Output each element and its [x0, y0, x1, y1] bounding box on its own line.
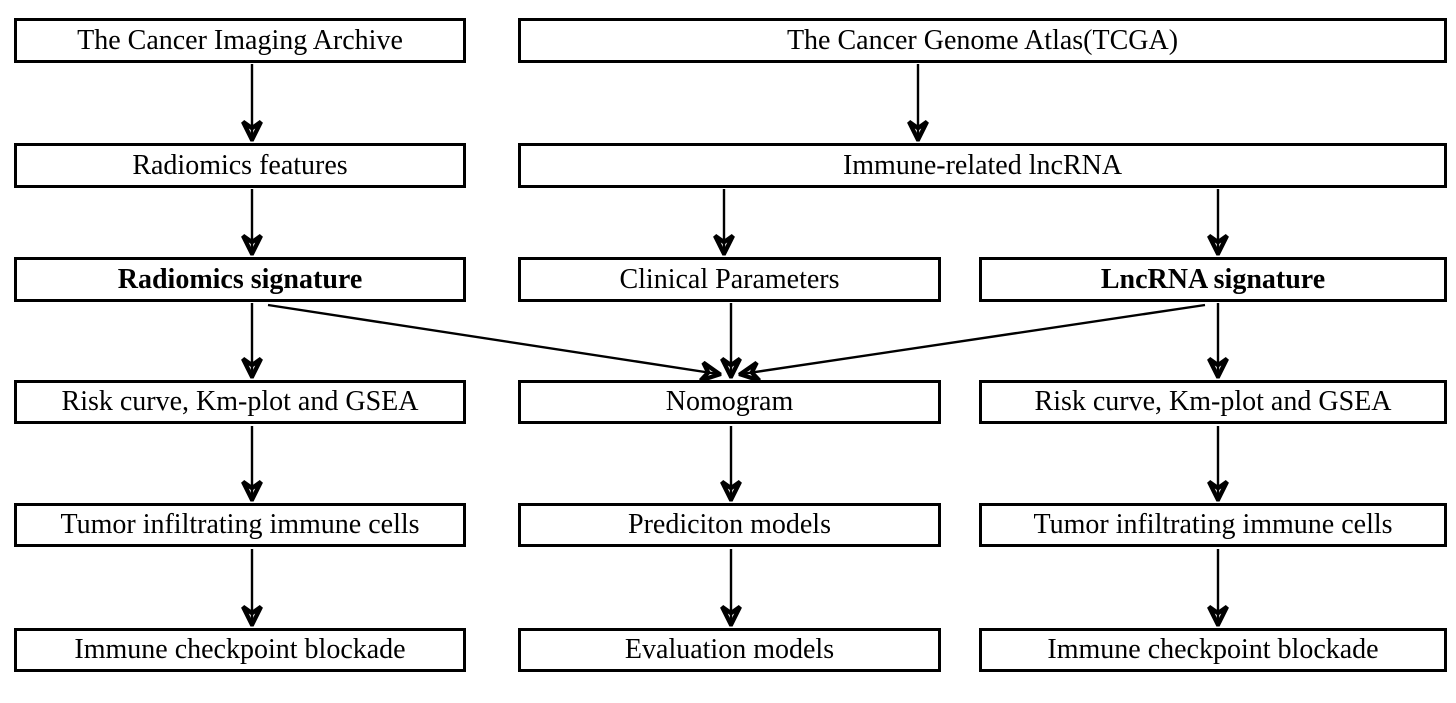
- box-risk-curve-left: Risk curve, Km-plot and GSEA: [14, 380, 466, 424]
- box-lncrna-signature: LncRNA signature: [979, 257, 1447, 302]
- box-radiomics-signature: Radiomics signature: [14, 257, 466, 302]
- box-cancer-genome-atlas: The Cancer Genome Atlas(TCGA): [518, 18, 1447, 63]
- arrow-radiomics-signature-to-nomogram: [267, 303, 718, 374]
- box-tumor-infiltrating-right: Tumor infiltrating immune cells: [979, 503, 1447, 547]
- box-tumor-infiltrating-left: Tumor infiltrating immune cells: [14, 503, 466, 547]
- box-prediction-models: Prediciton models: [518, 503, 941, 547]
- box-immune-checkpoint-left: Immune checkpoint blockade: [14, 628, 466, 672]
- box-risk-curve-right: Risk curve, Km-plot and GSEA: [979, 380, 1447, 424]
- box-clinical-parameters: Clinical Parameters: [518, 257, 941, 302]
- box-evaluation-models: Evaluation models: [518, 628, 941, 672]
- box-radiomics-features: Radiomics features: [14, 143, 466, 188]
- arrow-lncrna-signature-to-nomogram: [742, 303, 1206, 374]
- box-cancer-imaging-archive: The Cancer Imaging Archive: [14, 18, 466, 63]
- box-immune-checkpoint-right: Immune checkpoint blockade: [979, 628, 1447, 672]
- box-immune-related-lncrna: Immune-related lncRNA: [518, 143, 1447, 188]
- box-nomogram: Nomogram: [518, 380, 941, 424]
